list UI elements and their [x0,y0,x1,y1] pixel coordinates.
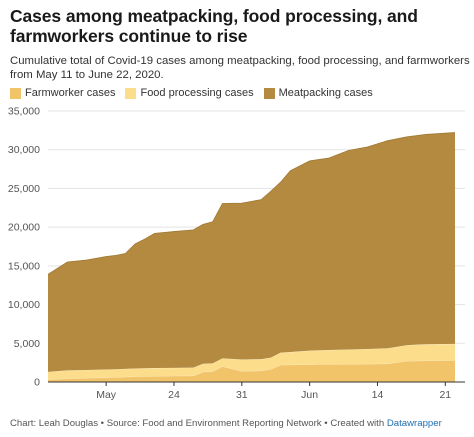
footer-chart-by: Chart: Leah Douglas [10,418,98,429]
y-tick-label: 15,000 [8,260,40,272]
legend: Farmworker cases Food processing cases M… [10,86,383,100]
footer-separator-2: • [321,418,331,429]
legend-label-meatpacking: Meatpacking cases [278,87,373,99]
datawrapper-link[interactable]: Datawrapper [386,418,442,429]
legend-swatch-meatpacking [263,87,275,99]
footer-created-with: Created with [330,418,387,429]
chart-title: Cases among meatpacking, food processing… [10,6,418,46]
series-food-processing-area [48,343,455,380]
footer-source: Source: Food and Environment Reporting N… [106,418,322,429]
y-tick-label: 0 [34,377,40,389]
y-tick-label: 25,000 [8,183,40,195]
legend-swatch-food-processing [125,87,137,99]
x-tick-label: 21 [439,389,451,401]
x-tick-label: 31 [236,389,248,401]
legend-label-food-processing: Food processing cases [140,87,254,99]
y-tick-label: 35,000 [8,106,40,118]
chart-footer: Chart: Leah Douglas • Source: Food and E… [10,418,442,429]
legend-item-meatpacking: Meatpacking cases [263,87,373,99]
x-tick-label: May [96,389,117,401]
x-tick-label: 24 [168,389,180,401]
area-chart: 0 5,000 10,000 15,000 20,000 25,000 30,000 35,0… [8,106,465,401]
y-tick-label: 30,000 [8,144,40,156]
x-tick-label: 14 [372,389,384,401]
legend-item-farmworker: Farmworker cases [10,87,115,99]
series-meatpacking-area [48,132,455,372]
chart-subtitle: Cumulative total of Covid-19 cases among… [10,55,470,81]
y-tick-label: 5,000 [14,338,40,350]
legend-label-farmworker: Farmworker cases [25,87,116,99]
legend-swatch-farmworker [10,87,21,99]
legend-item-food-processing: Food processing cases [125,87,254,99]
x-tick-label: Jun [301,389,318,401]
series-meatpacking-line [47,132,456,275]
y-tick-label: 20,000 [8,222,40,234]
footer-separator-1: • [98,418,107,429]
y-tick-label: 10,000 [8,299,40,311]
